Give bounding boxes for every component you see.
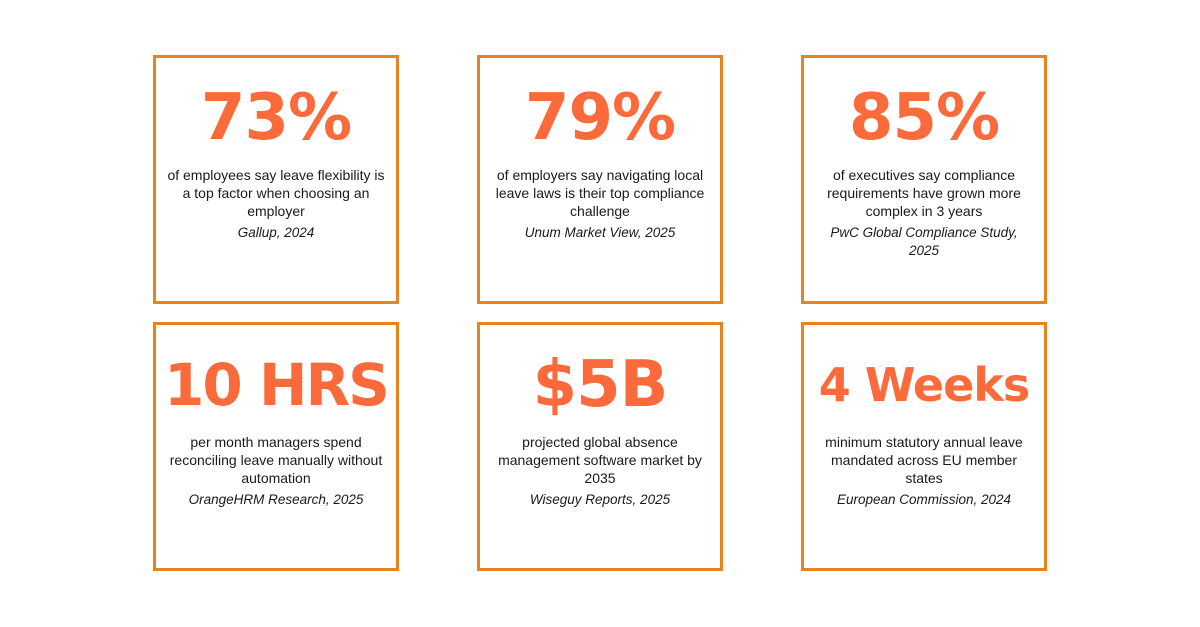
stat-value: 73% (200, 81, 352, 155)
stat-value: 4 Weeks (818, 358, 1030, 412)
stat-value: $5B (532, 348, 669, 422)
stat-source: Gallup, 2024 (237, 225, 315, 240)
stat-source: Wiseguy Reports, 2025 (529, 492, 671, 507)
stat-description: of executives say compliance requirement… (827, 167, 1021, 219)
stat-source: PwC Global Compliance Study, 2025 (830, 225, 1018, 258)
stat-description: projected global absence management soft… (498, 434, 702, 486)
stat-value: 85% (848, 81, 1000, 155)
stat-card-market-size: $5B projected global absence management … (477, 322, 723, 571)
stat-card-manager-hours: 10 HRS per month managers spend reconcil… (153, 322, 399, 571)
stat-card-eu-leave: 4 Weeks minimum statutory annual leave m… (801, 322, 1047, 571)
stat-description: of employees say leave flexibility is a … (167, 167, 385, 219)
stat-value: 79% (524, 81, 676, 155)
stat-source: European Commission, 2024 (836, 492, 1012, 507)
stats-grid: 73% of employees say leave flexibility i… (153, 55, 1047, 571)
stat-description: minimum statutory annual leave mandated … (825, 434, 1023, 486)
stat-card-employer-compliance: 79% of employers say navigating local le… (477, 55, 723, 304)
stat-value: 10 HRS (164, 351, 390, 419)
stat-card-executive-compliance: 85% of executives say compliance require… (801, 55, 1047, 304)
stat-description: per month managers spend reconciling lea… (169, 434, 383, 486)
stat-card-employee-flexibility: 73% of employees say leave flexibility i… (153, 55, 399, 304)
stat-source: OrangeHRM Research, 2025 (188, 492, 364, 507)
stat-description: of employers say navigating local leave … (495, 167, 705, 219)
stat-source: Unum Market View, 2025 (524, 225, 676, 240)
